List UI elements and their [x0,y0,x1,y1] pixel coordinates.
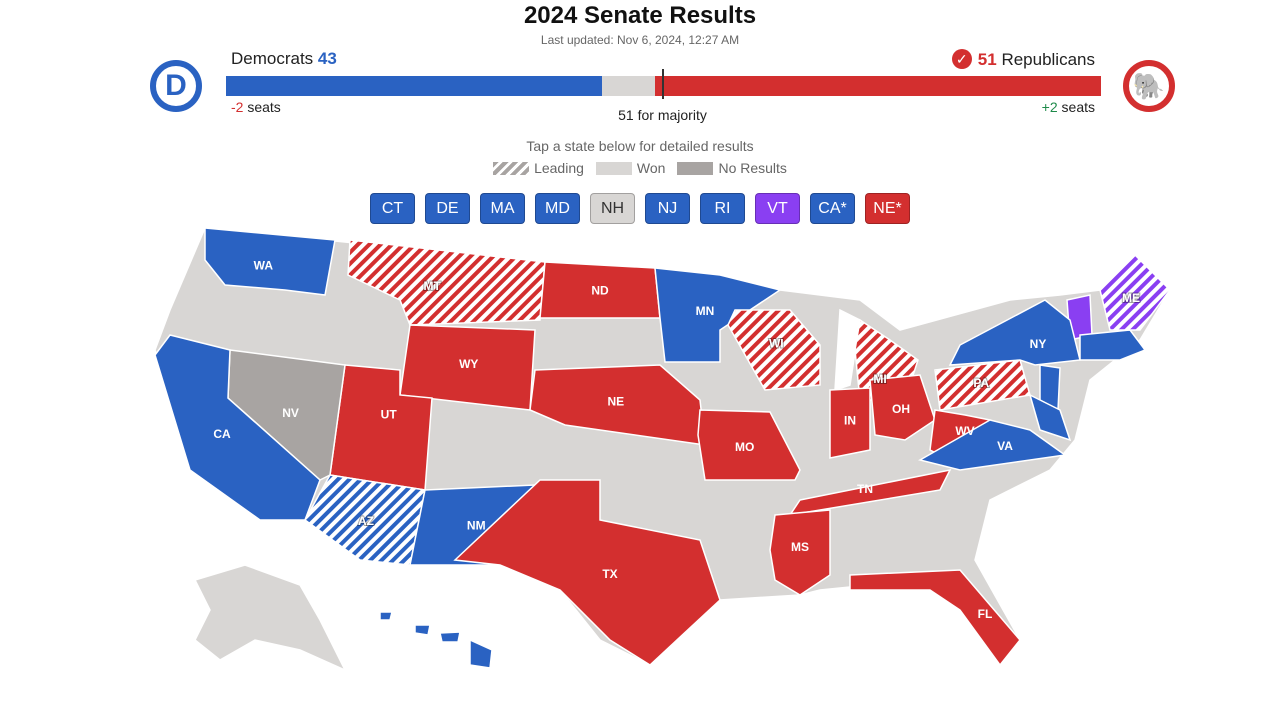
state-label-wi: WI [769,336,784,350]
state-chip-ca[interactable]: CA* [810,193,855,224]
state-label-ut: UT [381,408,398,422]
state-fl[interactable] [849,569,1021,667]
dem-logo-letter: D [165,69,187,102]
page-title: 2024 Senate Results [523,2,757,29]
dem-change-label: seats [247,99,281,115]
state-label-mo: MO [735,440,754,454]
state-az[interactable] [304,474,426,566]
rep-change-label: seats [1061,99,1095,115]
state-chip-ct[interactable]: CT [370,193,415,224]
seat-bar [226,76,1101,96]
hawaii-island[interactable] [414,624,431,636]
state-label-pa: PA [973,376,989,390]
state-tx[interactable] [453,479,721,666]
state-tn[interactable] [788,468,952,517]
rep-heading: ✓ 51 Republicans [951,49,1095,70]
tap-hint: Tap a state below for detailed results [526,138,754,154]
legend: Leading Won No Results [0,160,1280,176]
state-label-az: AZ [358,514,374,528]
state-label-hi: HI [444,652,456,666]
last-updated: Last updated: Nov 6, 2024, 12:27 AM [540,33,740,47]
state-mn[interactable] [654,267,782,363]
dem-seat-fill [226,76,603,96]
state-ny[interactable] [948,299,1081,366]
legend-item: Won [595,160,666,176]
dem-change-num: -2 [231,99,244,115]
rep-logo-glyph: 🐘 [1132,70,1166,101]
state-chip-vt[interactable]: VT [755,193,800,224]
state-label-ms: MS [791,540,809,554]
republican-elephant-icon: 🐘 [1123,60,1175,112]
hawaii-island[interactable] [439,631,461,643]
state-chip-ne[interactable]: NE* [865,193,910,224]
state-label-mn: MN [696,304,715,318]
legend-label: Won [636,160,666,176]
state-label-ne: NE [607,395,624,409]
legend-label: No Results [718,160,787,176]
state-me[interactable] [1099,253,1171,331]
dem-heading: Democrats 43 [231,49,337,69]
state-label-tn: TN [857,482,873,496]
legend-swatch [595,161,632,175]
rep-seat-fill [654,76,1101,96]
state-label-wv: WV [955,424,974,438]
state-label-nm: NM [467,518,486,532]
state-wa[interactable] [204,227,336,296]
state-label-me: ME [1122,291,1140,305]
uncalled-seat-fill [602,76,655,96]
state-oh[interactable] [869,374,936,441]
state-hi[interactable] [469,638,493,669]
massachusetts-connecticut-rhode-island[interactable] [1079,329,1147,361]
rep-seat-count: 51 [977,50,997,69]
dem-name: Democrats [231,49,314,68]
rep-seat-change: +2 seats [1042,99,1095,115]
state-label-oh: OH [892,402,910,416]
state-label-ca: CA [213,427,231,441]
majority-line [662,69,664,99]
check-icon: ✓ [951,49,972,69]
state-chip-md[interactable]: MD [535,193,580,224]
state-label-in: IN [844,414,856,428]
state-chip-ma[interactable]: MA [480,193,525,224]
state-mo[interactable] [697,409,801,481]
legend-item: Leading [493,160,584,176]
state-chip-de[interactable]: DE [425,193,470,224]
state-in[interactable] [829,387,871,459]
legend-swatch [677,161,714,175]
state-label-nv: NV [282,406,299,420]
hawaii-island[interactable] [379,611,393,621]
majority-label: 51 for majority [618,107,707,123]
state-label-mt: MT [424,279,442,293]
rep-change-num: +2 [1041,99,1058,115]
dem-seat-change: -2 seats [231,99,281,115]
state-wi[interactable] [727,309,821,391]
legend-label: Leading [534,160,584,176]
state-chip-ri[interactable]: RI [700,193,745,224]
rep-name: Republicans [1001,50,1095,69]
state-label-nd: ND [591,284,609,298]
maryland-delaware[interactable] [1028,393,1072,442]
state-label-fl: FL [978,607,993,621]
dem-seat-count: 43 [317,49,337,68]
state-chip-nh[interactable]: NH [590,193,635,224]
state-ms[interactable] [769,509,831,596]
state-pa[interactable] [934,359,1031,411]
state-va[interactable] [918,419,1067,471]
small-state-chips: CT DE MA MD NH NJ RI VT CA* NE* [0,193,1280,224]
state-label-ny: NY [1030,337,1047,351]
legend-item: No Results [677,160,787,176]
legend-swatch [493,161,530,175]
state-label-tx: TX [602,567,617,581]
state-label-mi: MI [873,372,886,386]
alaska-state[interactable] [193,564,347,672]
state-label-wy: WY [459,357,478,371]
democratic-logo-icon: D [150,60,202,112]
state-label-wa: WA [254,259,274,273]
state-label-va: VA [997,439,1013,453]
state-chip-nj[interactable]: NJ [645,193,690,224]
lake-michigan [834,308,861,392]
